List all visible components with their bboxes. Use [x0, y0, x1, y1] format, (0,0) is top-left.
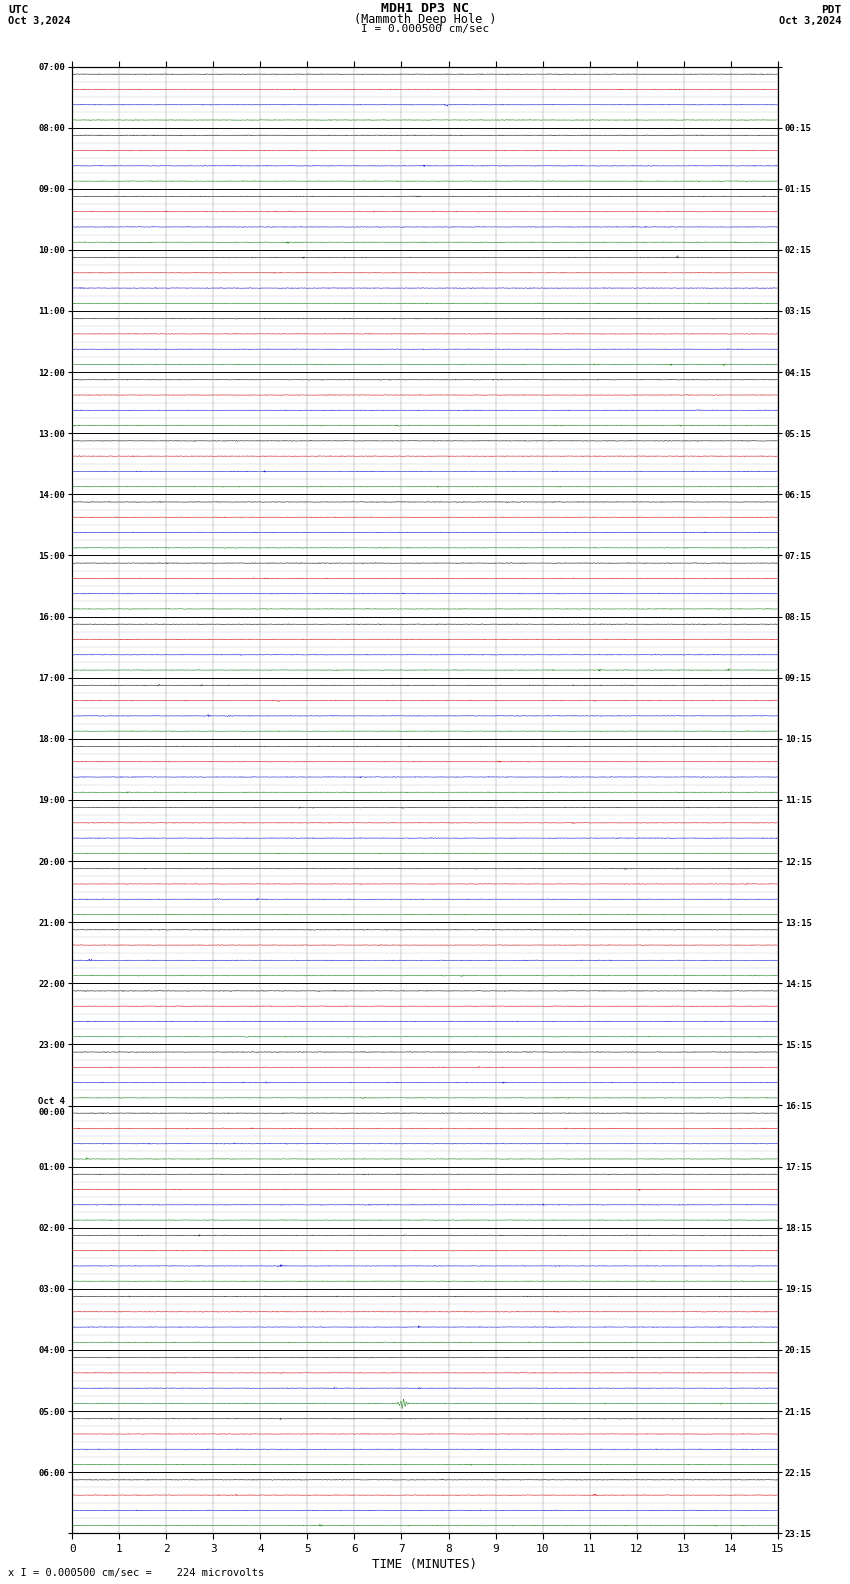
Text: Oct 3,2024: Oct 3,2024: [8, 16, 71, 25]
Text: Oct 3,2024: Oct 3,2024: [779, 16, 842, 25]
X-axis label: TIME (MINUTES): TIME (MINUTES): [372, 1559, 478, 1571]
Text: UTC: UTC: [8, 5, 29, 14]
Text: MDH1 DP3 NC: MDH1 DP3 NC: [381, 2, 469, 14]
Text: x I = 0.000500 cm/sec =    224 microvolts: x I = 0.000500 cm/sec = 224 microvolts: [8, 1568, 264, 1578]
Text: (Mammoth Deep Hole ): (Mammoth Deep Hole ): [354, 13, 496, 25]
Text: I = 0.000500 cm/sec: I = 0.000500 cm/sec: [361, 24, 489, 33]
Text: PDT: PDT: [821, 5, 842, 14]
